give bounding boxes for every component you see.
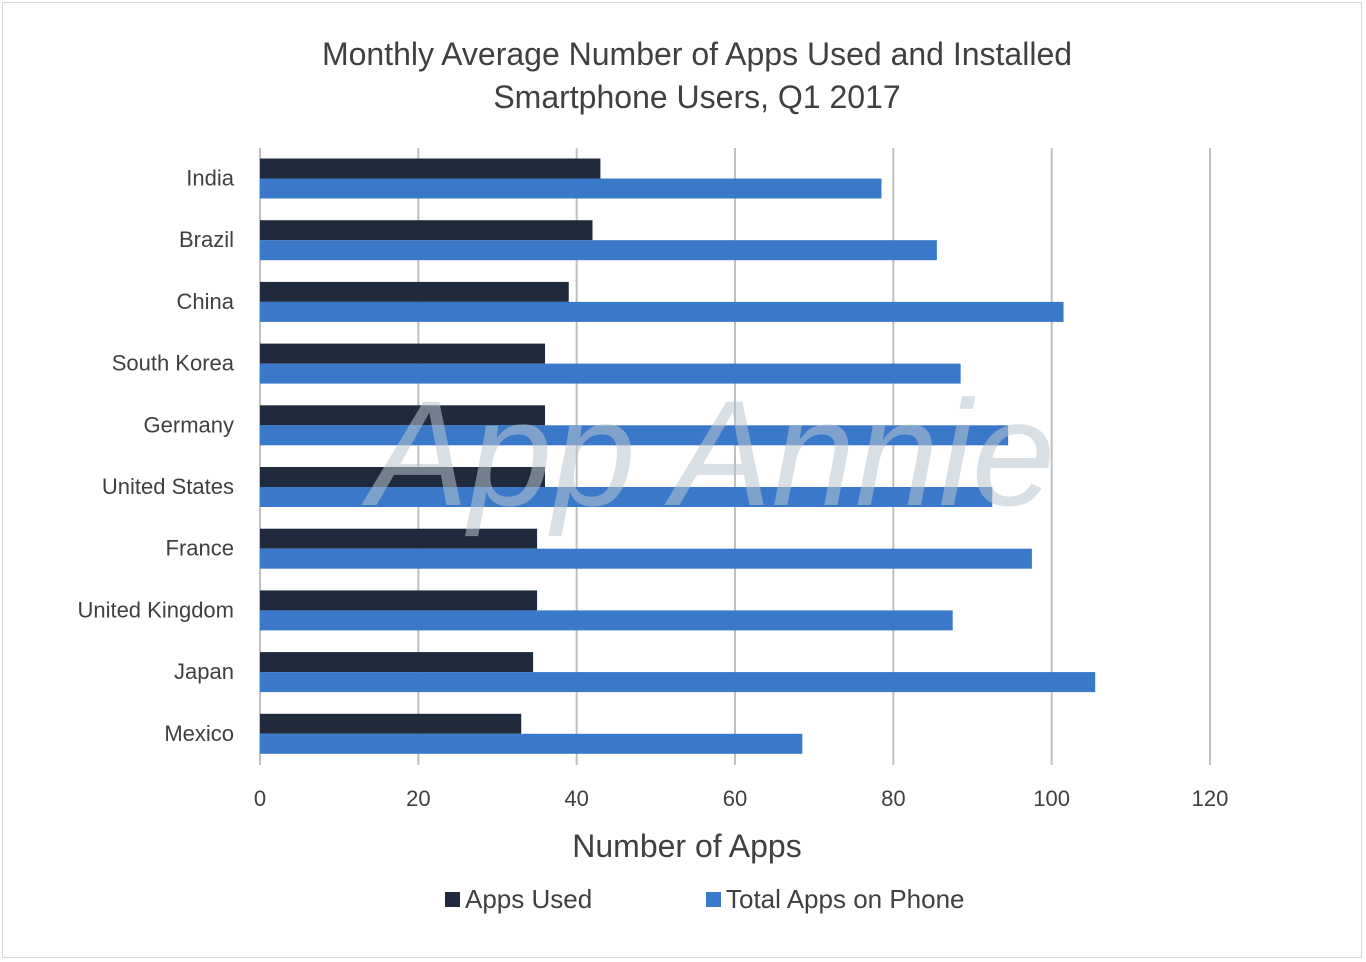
legend-swatch-total-apps — [706, 892, 721, 907]
bar-total-apps-india — [260, 178, 882, 199]
bar-apps-used-france — [260, 528, 538, 549]
legend-item-apps-used: Apps Used — [445, 884, 592, 915]
bar-apps-used-germany — [260, 405, 545, 426]
legend-swatch-apps-used — [445, 892, 460, 907]
bar-apps-used-mexico — [260, 713, 522, 734]
category-label: Germany — [144, 412, 234, 437]
category-label: South Korea — [112, 351, 235, 376]
bar-apps-used-japan — [260, 652, 534, 673]
x-tick-label: 100 — [1033, 786, 1070, 811]
legend-label-total-apps: Total Apps on Phone — [726, 884, 965, 914]
bar-total-apps-germany — [260, 425, 1009, 446]
x-axis-label: Number of Apps — [572, 828, 801, 864]
bar-total-apps-brazil — [260, 240, 937, 261]
bar-apps-used-india — [260, 158, 601, 179]
x-tick-label: 60 — [723, 786, 747, 811]
chart-title-line-2: Smartphone Users, Q1 2017 — [493, 79, 901, 115]
x-tick-label: 120 — [1192, 786, 1229, 811]
category-label: United Kingdom — [77, 597, 234, 622]
bar-apps-used-united-states — [260, 467, 545, 487]
category-label: Japan — [174, 659, 234, 684]
category-label: Brazil — [179, 227, 234, 252]
watermark: App Annie — [361, 369, 1056, 537]
legend-item-total-apps: Total Apps on Phone — [706, 884, 965, 915]
x-tick-label: 80 — [881, 786, 905, 811]
category-labels: India Brazil China South Korea Germany United… — [77, 166, 234, 746]
bar-total-apps-united-kingdom — [260, 610, 953, 631]
category-label: France — [166, 536, 234, 561]
category-label: India — [186, 166, 234, 191]
bar-total-apps-japan — [260, 672, 1096, 693]
bar-apps-used-united-kingdom — [260, 590, 538, 611]
bar-total-apps-united-states — [260, 487, 993, 507]
bar-total-apps-france — [260, 548, 1032, 569]
category-label: Mexico — [164, 721, 234, 746]
bar-apps-used-south-korea — [260, 343, 545, 364]
category-label: China — [177, 289, 235, 314]
chart-title: Monthly Average Number of Apps Used and … — [0, 33, 1366, 119]
bar-total-apps-china — [260, 301, 1064, 322]
legend-label-apps-used: Apps Used — [465, 884, 593, 914]
chart-title-line-1: Monthly Average Number of Apps Used and … — [321, 36, 1073, 72]
x-tick-label: 20 — [406, 786, 430, 811]
x-tick-labels: 0 20 40 60 80 100 120 — [254, 786, 1228, 811]
x-tick-label: 40 — [564, 786, 588, 811]
bar-total-apps-mexico — [260, 733, 803, 754]
bar-total-apps-south-korea — [260, 363, 961, 384]
x-tick-label: 0 — [254, 786, 266, 811]
category-label: United States — [102, 474, 234, 499]
bar-apps-used-china — [260, 281, 569, 302]
bars — [260, 158, 1096, 754]
legend: Apps Used Total Apps on Phone — [0, 884, 1366, 916]
bar-apps-used-brazil — [260, 220, 593, 241]
